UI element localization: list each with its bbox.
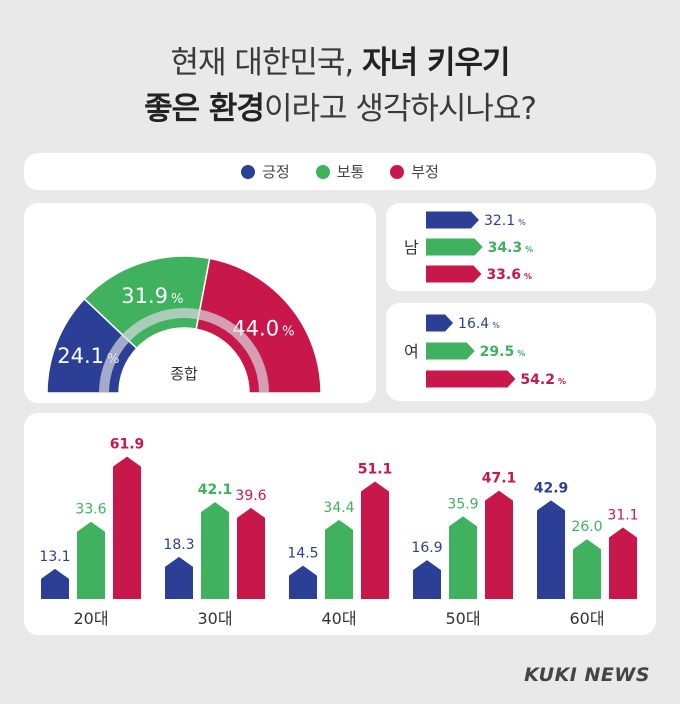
age-bar-40대-부정 <box>361 481 389 599</box>
age-category-label: 30대 <box>197 609 232 628</box>
legend-item-positive: 긍정 <box>241 161 290 182</box>
legend-dot-negative <box>390 164 405 179</box>
legend-label-neutral: 보통 <box>336 163 365 181</box>
age-bar-label-40대-보통: 34.4 <box>323 500 354 516</box>
age-bar-label-60대-긍정: 42.9 <box>534 480 569 496</box>
overall-card: 24.1% 31.9% 44.0% 종합 <box>24 203 376 403</box>
legend-label-positive: 긍정 <box>262 163 290 181</box>
gender-bar-긍정 <box>426 211 479 229</box>
legend-dot-positive <box>241 164 256 179</box>
gender-bar-label-보통: 34.3% <box>488 240 534 256</box>
gender-bar-부정 <box>426 370 516 388</box>
legend-item-negative: 부정 <box>390 161 439 182</box>
legend-card: 긍정 보통 부정 <box>24 153 656 190</box>
age-bar-label-30대-긍정: 18.3 <box>163 537 194 553</box>
age-bar-label-40대-긍정: 14.5 <box>287 546 318 562</box>
age-bar-50대-긍정 <box>413 560 441 599</box>
age-bar-60대-보통 <box>573 539 601 599</box>
female-bar-chart: 여 16.4 % 29.5 % 54.2% <box>404 314 566 388</box>
title-line-1-bold: 자녀 키우기 <box>362 45 510 81</box>
age-bar-60대-부정 <box>609 527 637 599</box>
gender-bar-긍정 <box>426 314 454 332</box>
female-card: 여 16.4% 29.5% 54.2% <box>386 303 656 401</box>
age-bar-label-50대-부정: 47.1 <box>482 471 517 487</box>
age-bar-30대-긍정 <box>165 556 193 599</box>
title-line-1: 현재 대한민국, 자녀 키우기 <box>0 37 680 82</box>
donut-center-label: 종합 <box>170 365 198 383</box>
age-bar-20대-보통 <box>77 521 105 599</box>
title-line-2: 좋은 환경이라고 생각하시나요? <box>0 83 680 128</box>
gender-bar-label-긍정: 16.4% <box>458 316 500 332</box>
title-line-1-plain: 현재 대한민국, <box>170 45 363 81</box>
age-bar-label-60대-부정: 31.1 <box>607 507 638 523</box>
age-bar-20대-부정 <box>113 456 141 599</box>
age-bar-50대-보통 <box>449 516 477 599</box>
age-bar-40대-긍정 <box>289 565 317 599</box>
age-bar-30대-부정 <box>237 507 265 599</box>
gender-bar-label-긍정: 32.1% <box>484 213 526 229</box>
age-bar-label-20대-보통: 33.6 <box>75 502 106 518</box>
age-bar-label-60대-보통: 26.0 <box>571 519 602 535</box>
gender-category-label: 여 <box>404 342 419 361</box>
brand-logo-text: KUKI NEWS <box>524 664 650 686</box>
donut-slice-1 <box>83 255 211 350</box>
gender-bar-보통 <box>426 342 475 360</box>
gender-bar-label-부정: 54.2% <box>520 372 566 388</box>
age-bar-50대-부정 <box>485 490 513 599</box>
gender-bar-보통 <box>426 238 483 256</box>
gender-bar-label-보통: 29.5% <box>480 344 526 360</box>
title-line-2-plain: 이라고 생각하시나요? <box>263 91 537 127</box>
age-category-label: 60대 <box>569 609 604 628</box>
age-bar-20대-긍정 <box>41 568 69 599</box>
age-bar-label-30대-부정: 39.6 <box>235 488 266 504</box>
age-bar-30대-보통 <box>201 502 229 599</box>
age-bar-40대-보통 <box>325 519 353 599</box>
age-card: 13.1 33.6 61.9 20대 18.3 42.1 39.6 30대 14.5 34.4 51… <box>24 413 656 635</box>
legend: 긍정 보통 부정 <box>24 153 656 190</box>
age-bar-label-50대-긍정: 16.9 <box>411 540 442 556</box>
age-category-label: 40대 <box>321 609 356 628</box>
age-category-label: 50대 <box>445 609 480 628</box>
gender-bar-부정 <box>426 265 482 283</box>
donut-slice-2 <box>195 257 322 394</box>
legend-dot-neutral <box>315 164 330 179</box>
overall-half-donut-chart: 24.1 %31.9 %44.0 %종합 <box>46 255 322 394</box>
male-card: 남 32.1% 34.3% 33.6% <box>386 203 656 291</box>
age-bar-chart: 13.1 33.6 61.9 20대 18.3 42.1 39.6 30대 14.5 34.4 51… <box>39 437 638 628</box>
legend-item-neutral: 보통 <box>315 161 365 182</box>
age-bar-label-20대-긍정: 13.1 <box>39 549 70 565</box>
gender-category-label: 남 <box>404 238 419 257</box>
age-bar-label-50대-보통: 35.9 <box>447 496 478 512</box>
age-bar-label-40대-부정: 51.1 <box>358 461 393 477</box>
gender-bar-label-부정: 33.6% <box>486 267 532 283</box>
male-bar-chart: 남 32.1 % 34.3 % 33.6% <box>404 211 534 283</box>
legend-label-negative: 부정 <box>411 163 439 181</box>
age-category-label: 20대 <box>73 609 108 628</box>
age-bar-label-20대-부정: 61.9 <box>110 437 145 453</box>
donut-inner-ring <box>99 308 269 394</box>
title-line-2-bold: 좋은 환경 <box>144 91 265 127</box>
age-bar-60대-긍정 <box>537 500 565 599</box>
age-bar-label-30대-보통: 42.1 <box>198 482 233 498</box>
